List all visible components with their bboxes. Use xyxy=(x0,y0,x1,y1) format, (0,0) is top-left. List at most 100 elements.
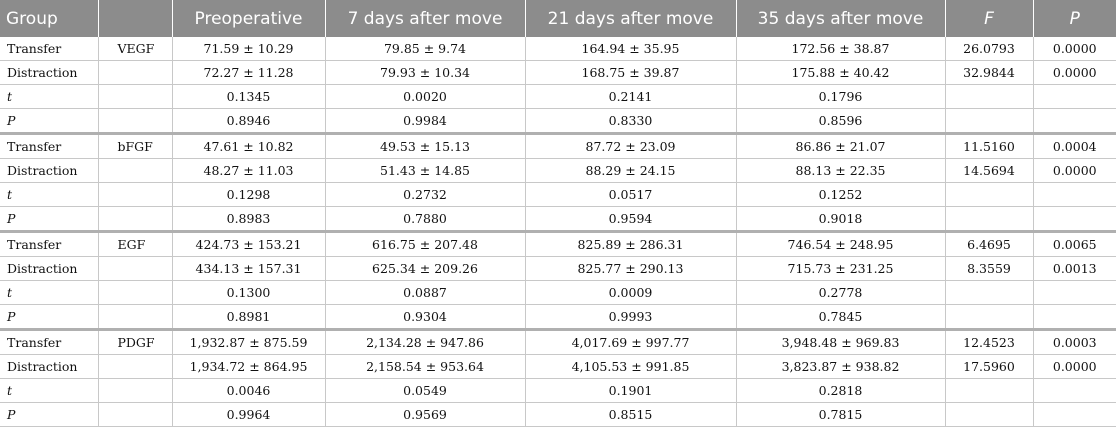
cell-day35: 0.7845 xyxy=(736,304,946,330)
cell-day35: 0.9018 xyxy=(736,206,946,232)
cell-preoperative: 0.9964 xyxy=(172,402,326,427)
cell-p: 0.0003 xyxy=(1033,328,1116,355)
table-row: t 0.1345 0.0020 0.2141 0.1796 xyxy=(0,84,1116,109)
table-row: Distraction 1,934.72 ± 864.95 2,158.54 ± 9… xyxy=(0,354,1116,379)
cell-day35: 0.8596 xyxy=(736,108,946,134)
cell-f: 12.4523 xyxy=(945,328,1034,355)
cell-group: Transfer xyxy=(0,230,99,257)
cell-p xyxy=(1033,304,1116,330)
header-f: F xyxy=(945,0,1034,37)
table-row: P 0.8981 0.9304 0.9993 0.7845 xyxy=(0,304,1116,330)
cell-group: Transfer xyxy=(0,37,99,61)
cell-preoperative: 0.8946 xyxy=(172,108,326,134)
header-day35: 35 days after move xyxy=(736,0,946,37)
cell-factor: EGF xyxy=(98,230,173,257)
cell-day7: 2,158.54 ± 953.64 xyxy=(325,354,526,379)
header-day7: 7 days after move xyxy=(325,0,526,37)
cell-preoperative: 71.59 ± 10.29 xyxy=(172,37,326,61)
cell-factor xyxy=(98,304,173,330)
cell-day21: 4,105.53 ± 991.85 xyxy=(525,354,737,379)
cell-day35: 88.13 ± 22.35 xyxy=(736,158,946,183)
cell-day7: 0.9569 xyxy=(325,402,526,427)
cell-day35: 172.56 ± 38.87 xyxy=(736,37,946,61)
table-body: Transfer VEGF 71.59 ± 10.29 79.85 ± 9.74 164… xyxy=(0,37,1116,427)
cell-group: Distraction xyxy=(0,158,99,183)
cell-f: 11.5160 xyxy=(945,132,1034,159)
cell-f: 26.0793 xyxy=(945,37,1034,61)
cell-day35: 0.7815 xyxy=(736,402,946,427)
table-row: P 0.9964 0.9569 0.8515 0.7815 xyxy=(0,402,1116,427)
cell-group: t xyxy=(0,378,99,403)
cell-preoperative: 0.1345 xyxy=(172,84,326,109)
cell-preoperative: 1,932.87 ± 875.59 xyxy=(172,328,326,355)
cell-p xyxy=(1033,206,1116,232)
cell-day21: 0.1901 xyxy=(525,378,737,403)
cell-factor xyxy=(98,354,173,379)
cell-day7: 0.9304 xyxy=(325,304,526,330)
cell-day35: 715.73 ± 231.25 xyxy=(736,256,946,281)
cell-day7: 49.53 ± 15.13 xyxy=(325,132,526,159)
cell-day7: 79.93 ± 10.34 xyxy=(325,60,526,85)
cell-factor xyxy=(98,256,173,281)
cell-day7: 616.75 ± 207.48 xyxy=(325,230,526,257)
cell-group: Transfer xyxy=(0,132,99,159)
table-header: Group Preoperative 7 days after move 21 … xyxy=(0,0,1116,37)
table-row: t 0.1298 0.2732 0.0517 0.1252 xyxy=(0,182,1116,207)
cell-group: P xyxy=(0,402,99,427)
cell-p: 0.0004 xyxy=(1033,132,1116,159)
cell-f xyxy=(945,280,1034,305)
cell-factor xyxy=(98,182,173,207)
cell-day35: 746.54 ± 248.95 xyxy=(736,230,946,257)
cell-p: 0.0013 xyxy=(1033,256,1116,281)
results-table: Group Preoperative 7 days after move 21 … xyxy=(0,0,1116,427)
cell-day21: 168.75 ± 39.87 xyxy=(525,60,737,85)
cell-preoperative: 0.8981 xyxy=(172,304,326,330)
cell-day7: 51.43 ± 14.85 xyxy=(325,158,526,183)
header-row: Group Preoperative 7 days after move 21 … xyxy=(0,0,1116,37)
cell-p: 0.0000 xyxy=(1033,37,1116,61)
header-factor xyxy=(98,0,173,37)
cell-group: P xyxy=(0,304,99,330)
cell-factor xyxy=(98,280,173,305)
cell-day21: 164.94 ± 35.95 xyxy=(525,37,737,61)
table-row: t 0.0046 0.0549 0.1901 0.2818 xyxy=(0,378,1116,403)
cell-day35: 0.2778 xyxy=(736,280,946,305)
cell-preoperative: 0.1300 xyxy=(172,280,326,305)
cell-day7: 0.0549 xyxy=(325,378,526,403)
cell-p xyxy=(1033,378,1116,403)
cell-preoperative: 72.27 ± 11.28 xyxy=(172,60,326,85)
cell-f xyxy=(945,378,1034,403)
cell-factor xyxy=(98,206,173,232)
cell-factor: PDGF xyxy=(98,328,173,355)
cell-day21: 0.8515 xyxy=(525,402,737,427)
cell-f: 14.5694 xyxy=(945,158,1034,183)
cell-day35: 86.86 ± 21.07 xyxy=(736,132,946,159)
cell-p: 0.0000 xyxy=(1033,354,1116,379)
cell-group: Distraction xyxy=(0,256,99,281)
cell-p: 0.0000 xyxy=(1033,158,1116,183)
cell-factor xyxy=(98,84,173,109)
cell-group: t xyxy=(0,84,99,109)
header-p: P xyxy=(1033,0,1116,37)
cell-group: Transfer xyxy=(0,328,99,355)
cell-group: t xyxy=(0,280,99,305)
table-row: t 0.1300 0.0887 0.0009 0.2778 xyxy=(0,280,1116,305)
cell-factor xyxy=(98,378,173,403)
cell-p xyxy=(1033,402,1116,427)
cell-f xyxy=(945,182,1034,207)
cell-group: Distraction xyxy=(0,60,99,85)
cell-factor: bFGF xyxy=(98,132,173,159)
table-row: Transfer VEGF 71.59 ± 10.29 79.85 ± 9.74 164… xyxy=(0,37,1116,61)
table-row: P 0.8946 0.9984 0.8330 0.8596 xyxy=(0,108,1116,134)
cell-day21: 4,017.69 ± 997.77 xyxy=(525,328,737,355)
cell-group: P xyxy=(0,108,99,134)
cell-factor xyxy=(98,60,173,85)
cell-day7: 0.2732 xyxy=(325,182,526,207)
cell-day7: 625.34 ± 209.26 xyxy=(325,256,526,281)
cell-day21: 825.89 ± 286.31 xyxy=(525,230,737,257)
cell-preoperative: 434.13 ± 157.31 xyxy=(172,256,326,281)
cell-group: P xyxy=(0,206,99,232)
cell-day21: 0.0009 xyxy=(525,280,737,305)
cell-preoperative: 1,934.72 ± 864.95 xyxy=(172,354,326,379)
cell-preoperative: 0.0046 xyxy=(172,378,326,403)
